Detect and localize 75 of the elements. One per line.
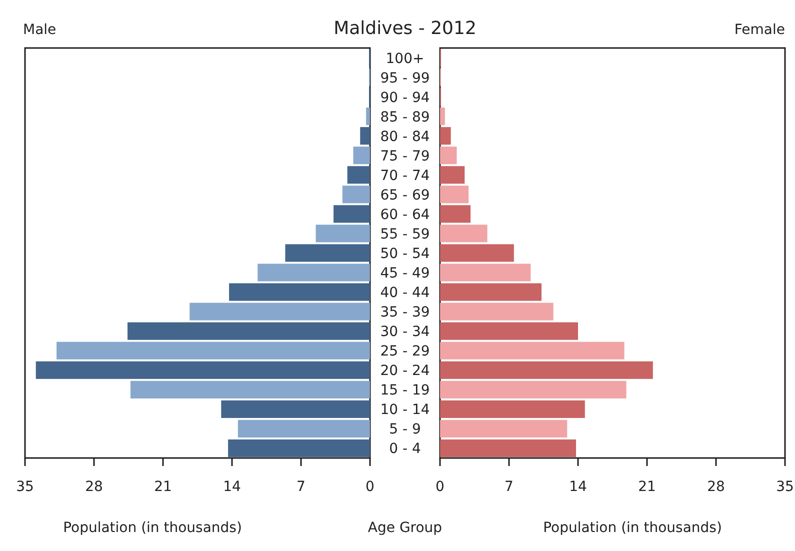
y-tick-label: 65 - 69 — [380, 187, 430, 204]
bar — [360, 127, 370, 145]
y-tick-label: 45 - 49 — [380, 266, 430, 282]
bar — [229, 283, 370, 301]
bar — [190, 302, 370, 320]
y-tick-label: 80 - 84 — [380, 128, 430, 145]
bar — [342, 186, 370, 204]
y-tick-label: 90 - 94 — [380, 90, 430, 106]
bar — [440, 186, 469, 204]
bar — [440, 244, 514, 262]
y-tick-label: 85 - 89 — [380, 109, 430, 126]
bar — [238, 420, 370, 438]
y-tick-label: 100+ — [386, 50, 424, 67]
bar — [440, 224, 488, 242]
y-tick-label: 5 - 9 — [389, 422, 421, 438]
bar — [128, 322, 370, 340]
y-tick-label: 55 - 59 — [380, 226, 430, 242]
bar — [56, 342, 370, 360]
x-tick-label: 7 — [504, 479, 514, 495]
bar — [440, 127, 451, 145]
bar — [258, 264, 370, 282]
bar — [285, 244, 370, 262]
bar — [440, 146, 457, 164]
y-tick-label: 0 - 4 — [389, 441, 421, 458]
y-tick-label: 75 - 79 — [380, 148, 430, 164]
bar — [221, 400, 370, 418]
x-tick-label: 14 — [569, 479, 587, 495]
bar — [440, 361, 653, 379]
y-axis-title: Age Group — [368, 520, 442, 536]
bar — [366, 108, 370, 126]
x-tick-label: 7 — [296, 479, 306, 495]
bar — [316, 224, 370, 242]
y-tick-label: 70 - 74 — [380, 168, 430, 184]
bar — [334, 205, 370, 223]
x-tick-label: 0 — [366, 479, 374, 495]
x-tick-label: 28 — [85, 479, 103, 495]
chart-subtitle: Male — [23, 22, 56, 38]
y-tick-label: 60 - 64 — [380, 206, 430, 223]
bar — [228, 439, 370, 458]
bar — [440, 380, 626, 398]
x-tick-label: 35 — [776, 479, 794, 495]
bar — [440, 342, 624, 360]
x-tick-label: 14 — [223, 479, 241, 495]
y-tick-label: 15 - 19 — [380, 382, 430, 399]
x-tick-label: 35 — [16, 479, 34, 495]
x-tick-label: 0 — [436, 479, 444, 495]
bar — [353, 146, 370, 164]
bar — [36, 361, 370, 379]
y-tick-label: 40 - 44 — [380, 285, 430, 302]
x-axis-title: Population (in thousands) — [543, 520, 722, 536]
y-tick-label: 50 - 54 — [380, 246, 430, 262]
y-tick-label: 35 - 39 — [380, 304, 430, 321]
y-tick-label: 95 - 99 — [380, 70, 430, 86]
y-tick-label: 30 - 34 — [380, 324, 430, 340]
y-tick-label: 10 - 14 — [380, 402, 430, 418]
bar — [130, 380, 370, 398]
x-tick-label: 21 — [154, 479, 172, 495]
bar — [440, 420, 568, 438]
bar — [347, 166, 370, 184]
bar — [440, 108, 445, 126]
x-axis-title: Population (in thousands) — [63, 520, 242, 536]
bar — [440, 264, 531, 282]
chart-title: Maldives - 2012 — [334, 18, 476, 39]
bar — [440, 205, 471, 223]
bar — [440, 283, 542, 301]
bar — [440, 302, 554, 320]
bar — [440, 166, 465, 184]
chart-subtitle: Female — [734, 22, 785, 38]
bar — [440, 322, 578, 340]
y-tick-label: 25 - 29 — [380, 344, 430, 360]
bar — [440, 439, 576, 458]
x-tick-label: 28 — [707, 479, 725, 495]
y-tick-label: 20 - 24 — [380, 363, 430, 380]
x-tick-label: 21 — [638, 479, 656, 495]
bar — [440, 400, 585, 418]
